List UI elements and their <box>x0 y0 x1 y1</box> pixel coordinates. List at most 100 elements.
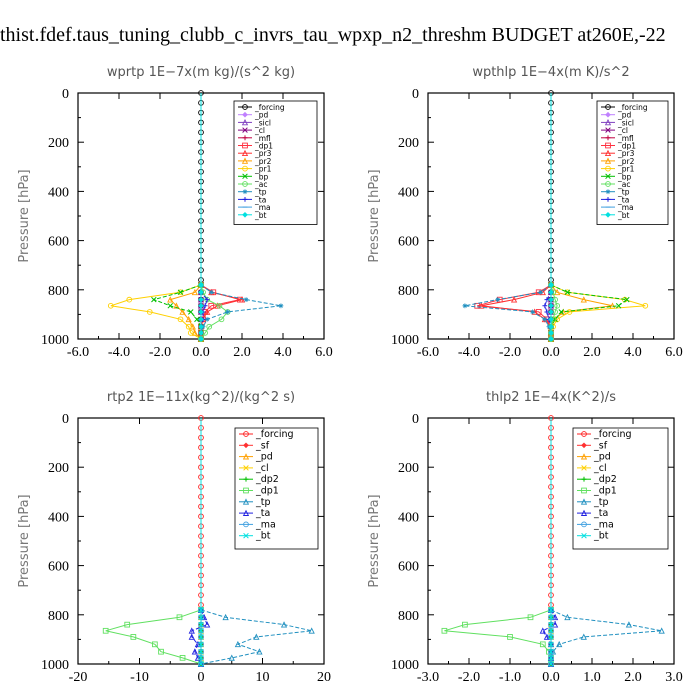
data-point <box>558 309 565 315</box>
data-point <box>218 316 225 323</box>
legend-entry: _pd <box>617 111 632 120</box>
data-point <box>554 288 561 296</box>
legend-marker <box>605 173 611 180</box>
legend-entry: _dp1 <box>255 486 279 497</box>
data-point <box>554 302 561 309</box>
legend-entry: _ac <box>617 180 630 189</box>
legend-entry: _bt <box>255 531 271 542</box>
x-tick-label: 2.0 <box>233 345 251 360</box>
data-point <box>177 289 184 296</box>
panel-title: wprtp 1E−7x(m kg)/(s^2 kg) <box>107 65 295 80</box>
legend-marker <box>604 118 612 126</box>
legend-marker <box>605 111 611 118</box>
legend-marker <box>605 135 611 141</box>
data-point <box>204 316 210 322</box>
y-tick-label: 1000 <box>41 658 69 673</box>
legend-entry: _sicl <box>617 118 634 127</box>
legend-entry: _pr3 <box>617 149 635 158</box>
x-tick-label: -2.0 <box>458 670 480 685</box>
data-point <box>539 641 546 648</box>
legend-marker <box>242 104 248 110</box>
legend-entry: _mfl <box>254 134 271 143</box>
data-point <box>198 309 204 315</box>
y-tick-label: 400 <box>398 510 419 525</box>
data-point <box>124 621 131 628</box>
data-point <box>179 655 186 661</box>
data-point <box>548 330 554 336</box>
data-point <box>548 302 554 309</box>
series-tp <box>462 93 554 342</box>
data-point <box>238 296 246 303</box>
y-tick-label: 0 <box>412 87 419 102</box>
series-line <box>444 418 552 664</box>
legend-marker <box>243 476 249 482</box>
legend-marker <box>580 509 588 516</box>
legend-marker <box>242 142 248 149</box>
x-tick-label: 2.0 <box>624 670 642 685</box>
data-point <box>177 289 184 296</box>
data-point <box>194 640 202 648</box>
legend: _forcing_pd_sicl_cl_mfl_dp1_pr3_pr2_pr1_… <box>596 100 669 225</box>
data-point <box>548 296 554 303</box>
series-pr3 <box>478 93 555 342</box>
data-point <box>198 316 204 323</box>
data-point <box>234 640 242 648</box>
data-point <box>173 302 180 309</box>
legend-entry: _dp1 <box>254 142 273 151</box>
data-point <box>198 336 204 342</box>
data-point <box>198 628 204 634</box>
series-pr2 <box>167 93 205 342</box>
series-dp1 <box>441 418 554 667</box>
data-point <box>280 621 288 628</box>
data-point <box>462 621 468 628</box>
series-bt <box>548 93 554 342</box>
legend-marker <box>581 431 587 437</box>
legend-marker <box>242 165 248 172</box>
data-point <box>189 323 196 330</box>
data-point <box>564 289 571 296</box>
legend-entry: _ta <box>617 195 629 204</box>
legend-entry: _ma <box>255 519 276 530</box>
legend-entry: _dp1 <box>593 486 617 497</box>
legend-marker <box>581 476 587 482</box>
data-point <box>624 296 630 303</box>
legend-entry: _pd <box>593 452 611 463</box>
legend-entry: _dp2 <box>255 474 279 485</box>
series-dp1 <box>474 93 554 342</box>
data-point <box>548 309 554 315</box>
data-point <box>198 641 204 648</box>
legend-marker <box>242 211 248 218</box>
data-point <box>158 648 164 655</box>
legend-marker <box>242 197 248 202</box>
panels: wprtp 1E−7x(m kg)/(s^2 kg) Pressure [hPa]… <box>17 65 683 685</box>
data-point <box>208 302 215 309</box>
data-point <box>187 309 194 315</box>
data-point <box>564 613 571 621</box>
legend-marker <box>242 111 248 118</box>
legend-entry: _pr2 <box>254 157 272 166</box>
x-tick-label: -10 <box>130 670 149 685</box>
legend-marker <box>605 104 611 110</box>
data-point <box>130 634 137 640</box>
legend-marker <box>241 157 249 164</box>
legend-entry: _ma <box>617 203 634 212</box>
data-point <box>188 633 195 640</box>
legend-entry: _sf <box>593 440 608 451</box>
legend-marker <box>605 197 611 202</box>
legend-entry: _tp <box>593 497 609 508</box>
y-tick-label: 200 <box>398 136 419 151</box>
data-point <box>194 654 202 661</box>
legend-marker <box>580 498 588 505</box>
legend-entry: _ta <box>254 195 266 204</box>
x-tick-label: 4.0 <box>274 345 292 360</box>
data-point <box>308 627 315 634</box>
x-tick-label: -2.0 <box>149 345 171 360</box>
legend-entry: _forcing <box>255 429 294 440</box>
legend-entry: _bp <box>617 172 632 181</box>
series-bt <box>198 93 204 342</box>
y-tick-label: 600 <box>48 235 69 250</box>
data-point <box>198 282 204 288</box>
data-point <box>102 627 109 634</box>
data-point <box>200 613 208 621</box>
legend-entry: _bt <box>617 211 630 220</box>
